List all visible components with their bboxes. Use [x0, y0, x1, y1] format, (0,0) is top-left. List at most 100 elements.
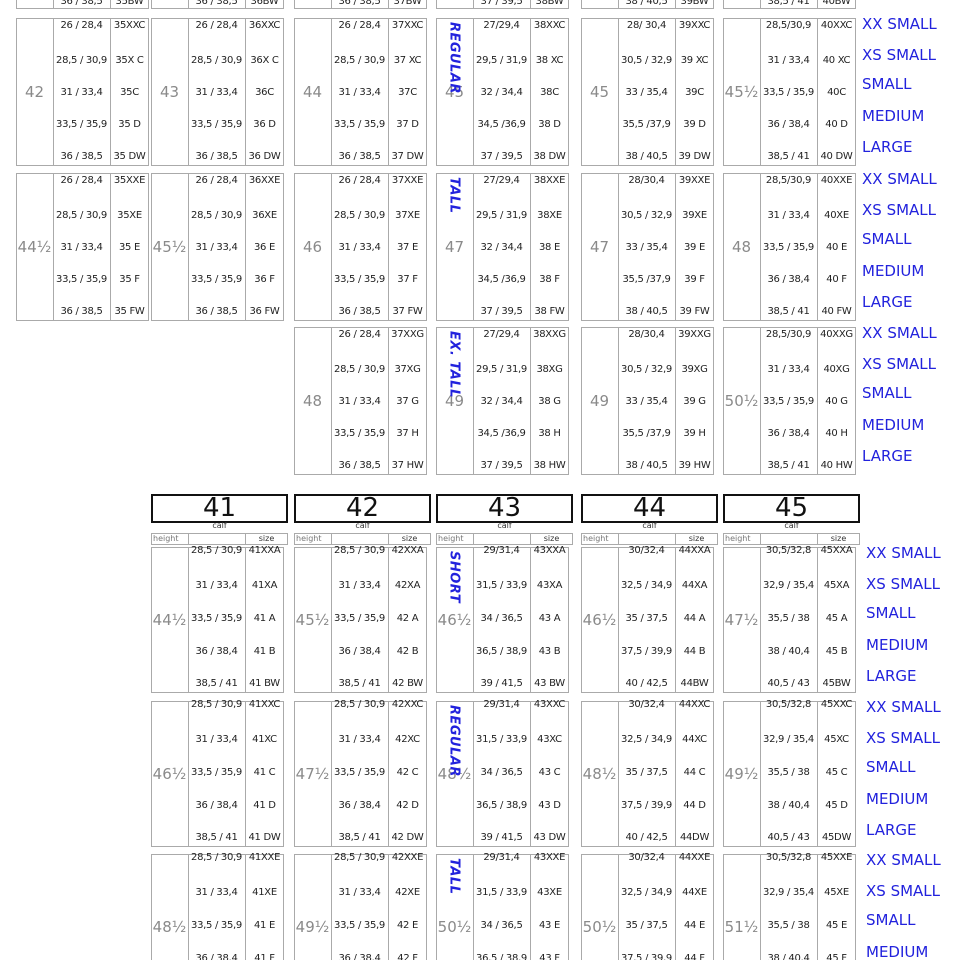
height-value: 48 — [731, 238, 752, 256]
size-code: 38BW — [535, 0, 564, 7]
calf-measure: 28,5 / 30,9 — [334, 852, 385, 863]
calf-measure: 30,5 / 32,9 — [621, 55, 672, 66]
height-value: 45 — [444, 83, 465, 101]
calf-measure: 38 / 40,5 — [625, 151, 668, 162]
block-height-cell — [581, 0, 619, 9]
block-height-cell — [723, 854, 761, 960]
size-code: 36C — [255, 87, 274, 98]
height-value: 45 — [589, 83, 610, 101]
size-label: LARGE — [862, 293, 913, 311]
calf-caption: calf — [642, 521, 657, 530]
size-code: 39 HW — [678, 460, 711, 471]
calf-measure: 36 / 38,5 — [195, 0, 238, 7]
calf-measure: 38,5 / 41 — [767, 0, 810, 7]
size-label: XX SMALL — [866, 544, 941, 562]
calf-measure: 28/ 30,4 — [626, 20, 667, 31]
height-value: 45½ — [295, 611, 330, 629]
block-measure-cell — [331, 854, 389, 960]
size-code: 39XE — [682, 210, 707, 221]
size-label: XX SMALL — [862, 170, 937, 188]
height-value: 44½ — [17, 238, 52, 256]
calf-measure: 36 / 38,5 — [338, 151, 381, 162]
size-code: 40XXG — [820, 329, 853, 340]
size-code: 40C — [827, 87, 846, 98]
height-header: height — [153, 534, 179, 543]
size-header: size — [830, 534, 847, 543]
calf-measure: 30,5/32,8 — [765, 545, 812, 556]
block-size-cell — [675, 0, 714, 9]
calf-measure: 39 / 41,5 — [480, 678, 523, 689]
size-code: 38 HW — [533, 460, 566, 471]
size-code: 40BW — [822, 0, 851, 7]
size-code: 41 F — [254, 953, 275, 960]
size-code: 43 DW — [533, 832, 566, 843]
size-label: LARGE — [862, 447, 913, 465]
calf-measure: 38 / 40,5 — [625, 460, 668, 471]
block-size-cell — [530, 18, 569, 166]
size-code: 36X C — [250, 55, 279, 66]
size-code: 44XXC — [678, 699, 711, 710]
size-code: 41 BW — [249, 678, 280, 689]
size-code: 41XXA — [248, 545, 281, 556]
size-header: size — [258, 534, 275, 543]
size-code: 41 D — [253, 800, 276, 811]
calf-measure: 33,5 / 35,9 — [56, 119, 107, 130]
size-label: LARGE — [866, 667, 917, 685]
calf-measure: 31 / 33,4 — [338, 242, 381, 253]
block-size-cell — [245, 854, 284, 960]
size-code: 42 C — [396, 767, 419, 778]
block-height-cell — [581, 854, 619, 960]
size-code: 38XXC — [533, 20, 566, 31]
block-measure-cell — [760, 854, 818, 960]
height-value: 46½ — [152, 765, 187, 783]
size-code: 44XA — [681, 580, 708, 591]
calf-measure: 35,5 / 38 — [767, 767, 810, 778]
calf-measure: 32,9 / 35,4 — [763, 580, 814, 591]
size-code: 43 A — [538, 613, 561, 624]
calf-measure: 31 / 33,4 — [338, 87, 381, 98]
header-row — [245, 533, 288, 545]
calf-caption: calf — [355, 521, 370, 530]
header-row — [760, 533, 818, 545]
header-row — [618, 533, 676, 545]
size-code: 45XC — [824, 734, 849, 745]
height-header: height — [583, 534, 609, 543]
size-code: 39 DW — [678, 151, 711, 162]
block-size-cell — [245, 701, 284, 847]
size-label: LARGE — [862, 138, 913, 156]
calf-measure: 33,5 / 35,9 — [334, 613, 385, 624]
block-size-cell — [388, 327, 427, 475]
calf-measure: 36 / 38,5 — [60, 0, 103, 7]
size-label: SMALL — [862, 384, 912, 402]
size-code: 40XXE — [820, 175, 853, 186]
calf-measure: 28,5 / 30,9 — [56, 55, 107, 66]
size-code: 35BW — [115, 0, 144, 7]
calf-measure: 28,5 / 30,9 — [334, 364, 385, 375]
header-row — [388, 533, 431, 545]
size-code: 42XA — [394, 580, 421, 591]
calf-measure: 34 / 36,5 — [480, 767, 523, 778]
height-value: 46 — [302, 238, 323, 256]
size-code: 36XXC — [248, 20, 281, 31]
block-size-cell — [245, 0, 284, 9]
block-size-cell — [675, 18, 714, 166]
calf-measure: 30,5 / 32,9 — [621, 210, 672, 221]
calf-header: 43 — [436, 494, 573, 523]
calf-measure: 35,5 / 38 — [767, 613, 810, 624]
height-value: 45½ — [152, 238, 187, 256]
size-code: 39XXE — [678, 175, 711, 186]
calf-measure: 38,5 / 41 — [195, 832, 238, 843]
calf-measure: 38,5 / 41 — [338, 678, 381, 689]
calf-measure: 29,5 / 31,9 — [476, 210, 527, 221]
size-code: 40 G — [825, 396, 848, 407]
size-code: 42XXC — [391, 699, 424, 710]
height-value: 47½ — [295, 765, 330, 783]
size-code: 42 E — [396, 920, 419, 931]
block-height-cell — [294, 854, 332, 960]
size-code: 38XG — [536, 364, 563, 375]
calf-measure: 36 / 38,4 — [195, 800, 238, 811]
calf-measure: 28,5 / 30,9 — [334, 55, 385, 66]
calf-measure: 36 / 38,5 — [338, 306, 381, 317]
block-size-cell — [530, 701, 569, 847]
